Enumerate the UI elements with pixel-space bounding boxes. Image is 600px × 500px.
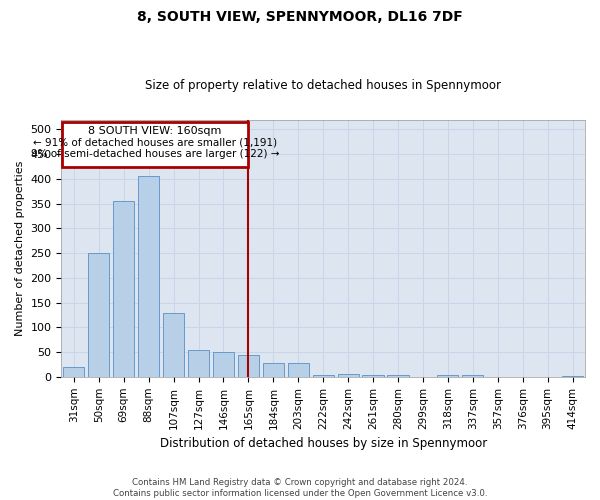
Bar [62, 122, 248, 166]
Text: 8, SOUTH VIEW, SPENNYMOOR, DL16 7DF: 8, SOUTH VIEW, SPENNYMOOR, DL16 7DF [137, 10, 463, 24]
Text: 8 SOUTH VIEW: 160sqm: 8 SOUTH VIEW: 160sqm [88, 126, 221, 136]
Bar [213, 352, 234, 377]
Bar [113, 201, 134, 377]
Bar [388, 375, 409, 377]
Text: Contains HM Land Registry data © Crown copyright and database right 2024.
Contai: Contains HM Land Registry data © Crown c… [113, 478, 487, 498]
Bar [163, 312, 184, 377]
Bar [338, 374, 359, 377]
Bar [462, 376, 484, 377]
Bar [238, 354, 259, 377]
Bar [437, 376, 458, 377]
Bar [313, 375, 334, 377]
Bar [562, 376, 583, 377]
Title: Size of property relative to detached houses in Spennymoor: Size of property relative to detached ho… [145, 79, 501, 92]
Bar [63, 367, 85, 377]
Y-axis label: Number of detached properties: Number of detached properties [15, 160, 25, 336]
Text: ← 91% of detached houses are smaller (1,191): ← 91% of detached houses are smaller (1,… [33, 138, 277, 147]
Bar [362, 375, 383, 377]
Bar [287, 363, 309, 377]
Bar [188, 350, 209, 377]
Text: 9% of semi-detached houses are larger (122) →: 9% of semi-detached houses are larger (1… [31, 148, 279, 158]
Bar [263, 363, 284, 377]
Bar [88, 253, 109, 377]
X-axis label: Distribution of detached houses by size in Spennymoor: Distribution of detached houses by size … [160, 437, 487, 450]
Bar [138, 176, 159, 377]
